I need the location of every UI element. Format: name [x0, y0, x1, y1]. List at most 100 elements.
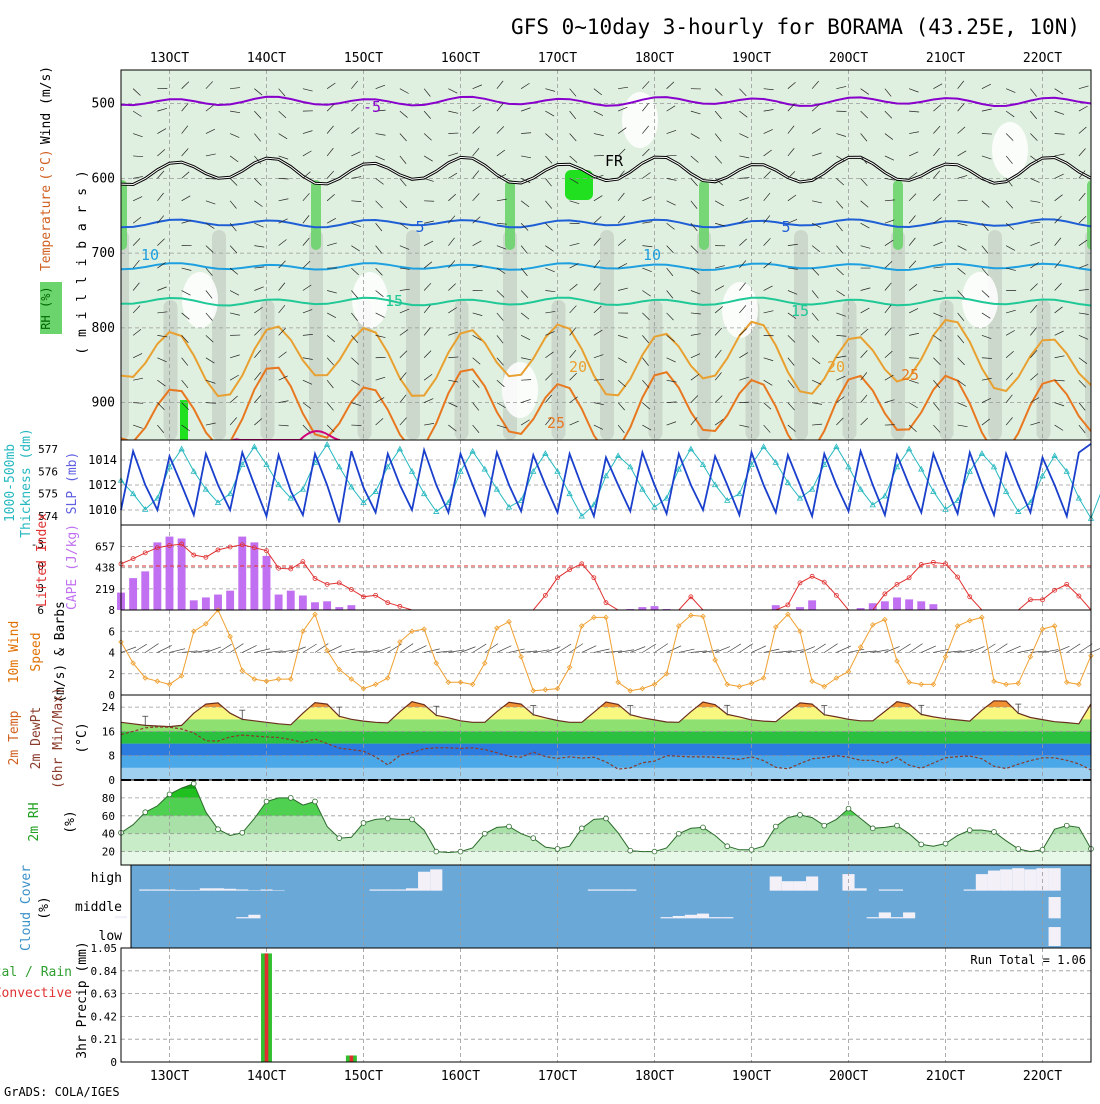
wind-barb [752, 646, 767, 653]
cloud-bar [139, 889, 151, 890]
cloud-bar [224, 889, 236, 891]
rh-gray-blob [1085, 230, 1099, 440]
cloud-bar [782, 881, 794, 890]
rh-point [846, 806, 851, 811]
cloud-bar [661, 917, 673, 918]
cloud-bar [200, 888, 212, 890]
rh-gray-blob [406, 230, 420, 440]
contour-label: -5 [363, 98, 381, 116]
run-total-label: Run Total = 1.06 [970, 953, 1086, 967]
temperature-unit-label: (°C) [39, 149, 54, 180]
contour-label: 15 [385, 292, 403, 310]
wind-tick-label: 6 [108, 625, 115, 638]
cloud-bar [879, 912, 891, 918]
rh-point [943, 841, 948, 846]
wind-barb [1079, 644, 1092, 653]
rh-point [919, 842, 924, 847]
cloud-bar [1012, 868, 1024, 890]
cloud-bar [964, 889, 976, 890]
cape-bar [178, 539, 186, 610]
wind-barb [461, 647, 476, 653]
cloud-axis-label: Cloud Cover [19, 865, 34, 951]
rh-point [531, 836, 536, 841]
precip-tick-label: 0.63 [91, 988, 118, 1001]
wind-barb [339, 649, 355, 653]
wind-barb [230, 644, 243, 653]
wind-barb [642, 644, 656, 653]
rh-point [895, 823, 900, 828]
bottom-date-label: 21OCT [926, 1069, 965, 1084]
wind-barb [218, 644, 232, 652]
wind-barb [170, 649, 186, 653]
top-date-label: 17OCT [538, 51, 577, 66]
cape-bar [202, 597, 210, 610]
cloud-level-label: middle [75, 900, 122, 915]
wind-barb [558, 644, 572, 652]
wind-barb [849, 649, 865, 652]
cloud-bar [709, 917, 721, 918]
rh-point [579, 826, 584, 831]
temp-axis-label: 2m DewPt [29, 707, 44, 770]
wind-barb [970, 646, 985, 652]
bottom-date-label: 14OCT [247, 1069, 286, 1084]
contour-label: 10 [141, 246, 159, 264]
wind-barb [812, 644, 826, 653]
wind-barb [303, 644, 317, 652]
top-date-label: 16OCT [441, 51, 480, 66]
cloud-bar [624, 889, 636, 890]
rh-point [1040, 847, 1045, 852]
precip-tick-label: 0.21 [91, 1033, 118, 1046]
cape-bar [190, 600, 198, 610]
rh-point [676, 831, 681, 836]
cape-bar [250, 542, 258, 610]
wind-barb [727, 644, 741, 653]
pressure-tick-label: 900 [92, 396, 115, 411]
wind-barb [885, 646, 900, 652]
wind-barb [909, 644, 922, 653]
rh-point [628, 848, 633, 853]
wind-barb [497, 646, 511, 653]
cloud-bar [1049, 897, 1061, 918]
cloud-bar [867, 917, 879, 918]
cape-bar [311, 602, 319, 610]
wind-barb [994, 644, 1007, 653]
rh-point [1016, 846, 1021, 851]
cloud-bar [770, 876, 782, 890]
cape-bar [263, 556, 271, 610]
rh-gray-blob [600, 230, 614, 440]
cape-bar [287, 591, 295, 610]
wind-tick-label: 4 [108, 647, 115, 660]
contour-label: FR [605, 152, 624, 170]
rh-gray-blob [697, 230, 711, 440]
temp-axis-label: 2m Temp [7, 710, 22, 765]
pressure-axis-label: ( m i l l i b a r s ) [75, 169, 90, 354]
cloud-bar [151, 889, 163, 890]
rh-point [434, 849, 439, 854]
top-date-label: 18OCT [635, 51, 674, 66]
pressure-tick-label: 700 [92, 246, 115, 261]
temp-tick-label: 0 [108, 774, 115, 787]
rh-point [798, 812, 803, 817]
rh-point [604, 816, 609, 821]
temperature-axis-label: Temperature [39, 185, 54, 271]
temp-tick-label: 8 [108, 750, 115, 763]
wind-tick-label: 0 [108, 689, 115, 702]
wind-barb [206, 647, 221, 653]
rh-point [701, 825, 706, 830]
contour-label: 5 [415, 218, 424, 236]
rh-point [458, 849, 463, 854]
rh-gray-blob [794, 230, 808, 440]
wind-barb [254, 649, 270, 653]
cloud-bar [612, 889, 624, 890]
rh-tick-label: 80 [102, 792, 115, 805]
cape-bar [808, 600, 816, 610]
cloud-background [131, 865, 1091, 948]
rh-point [191, 781, 196, 786]
cloud-bar [236, 889, 248, 890]
